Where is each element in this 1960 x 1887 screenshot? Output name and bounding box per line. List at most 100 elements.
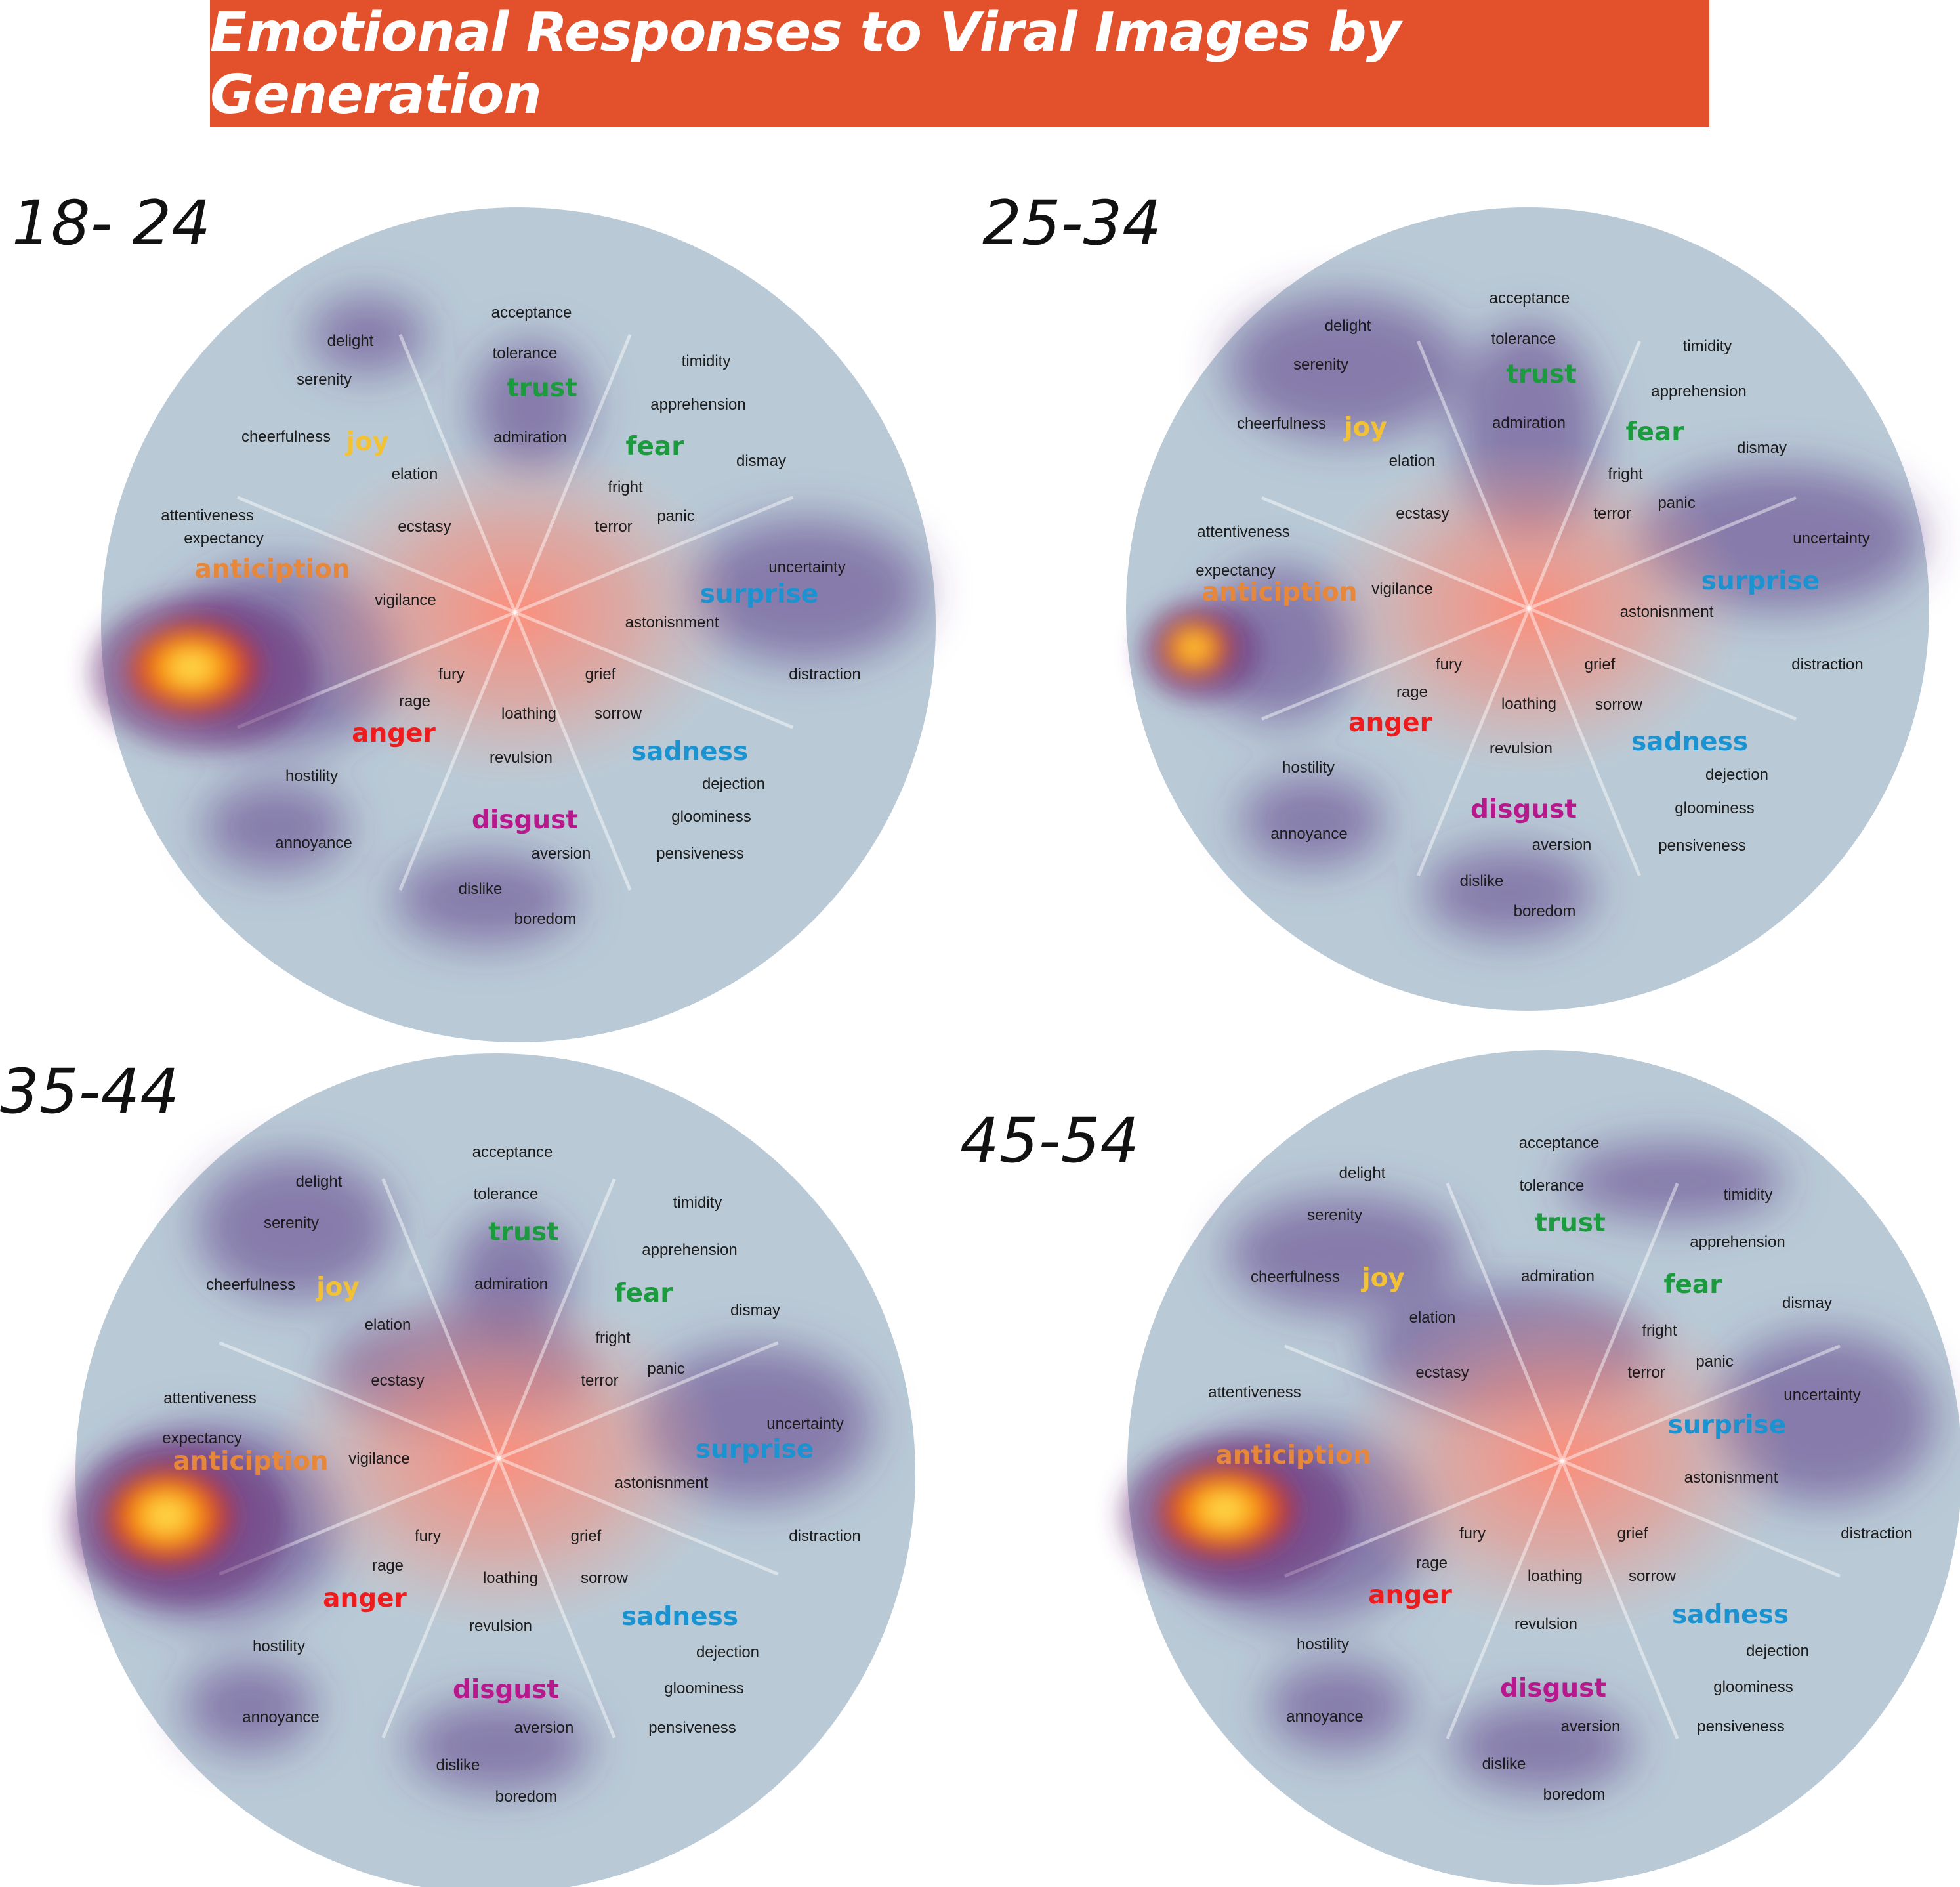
emotion-label-anger: anger [323, 1584, 407, 1613]
term-label: tolerance [474, 1185, 539, 1203]
term-label: hostility [1282, 759, 1335, 776]
term-label: rage [399, 692, 430, 710]
wheel-spoke [497, 1458, 616, 1739]
term-label: panic [657, 507, 694, 525]
chart-title: Emotional Responses to Viral Images by G… [210, 1, 1401, 126]
heat-blob [1450, 1700, 1634, 1792]
emotion-label-sadness: sadness [1672, 1600, 1789, 1630]
emotion-label-surprise: surprise [700, 580, 818, 609]
wheel-spoke [498, 1341, 779, 1460]
term-label: boredom [514, 910, 577, 928]
term-label: tolerance [493, 345, 558, 362]
term-label: elation [1409, 1309, 1456, 1326]
term-label: panic [647, 1360, 684, 1378]
emotion-wheel-panel: 25-34 trust fear surprise sadness disgust ange… [982, 188, 1929, 1011]
term-label: dejection [702, 775, 765, 793]
term-label: revulsion [1514, 1615, 1577, 1633]
term-label: ecstasy [398, 518, 451, 536]
term-label: sorrow [1629, 1567, 1677, 1585]
term-label: aversion [1561, 1718, 1621, 1735]
term-label: dejection [1705, 766, 1768, 784]
emotion-label-disgust: disgust [472, 805, 578, 835]
wheel-spoke [1527, 340, 1641, 609]
term-label: cheerfulness [241, 428, 331, 446]
term-label: revulsion [490, 749, 553, 767]
emotion-label-surprise: surprise [1701, 566, 1820, 596]
term-label: pensiveness [656, 845, 743, 862]
emotion-label-fear: fear [1626, 417, 1685, 447]
wheel-spoke [398, 333, 517, 613]
term-label: serenity [297, 371, 352, 389]
emotion-label-disgust: disgust [453, 1675, 559, 1705]
term-label: attentiveness [1208, 1384, 1301, 1401]
term-label: attentiveness [161, 507, 253, 524]
wheel-spoke [1527, 608, 1641, 877]
term-label: grief [585, 666, 616, 683]
emotion-label-fear: fear [615, 1279, 674, 1308]
hotspot [105, 1465, 252, 1578]
term-label: fright [595, 1329, 631, 1347]
emotion-label-anticipation: anticiption [173, 1447, 328, 1476]
term-label: dismay [1782, 1294, 1832, 1312]
term-label: fury [1436, 656, 1462, 673]
age-group-label: 35-44 [0, 1056, 179, 1128]
term-label: gloominess [671, 808, 751, 826]
term-label: astonisnment [625, 614, 719, 631]
term-label: dislike [1460, 872, 1504, 890]
term-label: loathing [483, 1569, 538, 1587]
emotion-label-joy: joy [1360, 1263, 1405, 1293]
term-label: dejection [696, 1643, 759, 1661]
term-label: rage [1416, 1554, 1448, 1572]
emotion-wheel-panel: 18- 24 trust fear surprise sadness disgust ang… [12, 188, 936, 1042]
term-label: dismay [1737, 439, 1787, 457]
term-label: admiration [1492, 414, 1566, 432]
term-label: revulsion [469, 1617, 532, 1635]
term-label: timidity [1683, 337, 1732, 355]
wheel-spoke [1562, 1344, 1841, 1463]
heat-blob [1240, 774, 1385, 866]
heat-blob [394, 853, 577, 945]
emotion-label-sadness: sadness [1631, 727, 1748, 757]
term-label: dislike [1482, 1755, 1526, 1773]
term-label: distraction [789, 1527, 860, 1545]
emotion-wheel-panel: 35-44 trust fear surprise sadness disgust ange… [0, 1053, 915, 1887]
term-label: serenity [1307, 1206, 1362, 1224]
term-label: apprehension [650, 396, 745, 413]
term-label: annoyance [1270, 825, 1347, 843]
term-label: grief [571, 1527, 602, 1545]
term-label: vigilance [1371, 580, 1432, 598]
hotspot [128, 620, 279, 725]
emotion-label-anticipation: anticiption [1201, 578, 1357, 607]
wheel-spoke [514, 496, 794, 614]
age-group-label: 25-34 [982, 188, 1161, 259]
emotion-label-anger: anger [352, 719, 436, 748]
age-group-label: 45-54 [960, 1105, 1139, 1177]
term-label: acceptance [1519, 1134, 1600, 1152]
term-label: loathing [1501, 695, 1556, 713]
term-label: dislike [436, 1756, 480, 1774]
emotion-label-disgust: disgust [1470, 795, 1577, 824]
term-label: gloominess [1675, 799, 1754, 817]
term-label: uncertainty [1793, 530, 1869, 547]
term-label: elation [1389, 452, 1436, 470]
term-label: uncertainty [1783, 1386, 1860, 1404]
center-glow [1333, 1285, 1792, 1637]
term-label: fright [1608, 465, 1643, 483]
term-label: acceptance [472, 1143, 553, 1161]
term-label: timidity [673, 1194, 722, 1212]
emotion-label-sadness: sadness [621, 1602, 738, 1632]
emotion-label-anger: anger [1348, 708, 1432, 738]
term-label: boredom [1543, 1786, 1606, 1804]
term-label: tolerance [1491, 330, 1556, 348]
term-label: tolerance [1520, 1177, 1585, 1195]
term-label: terror [1627, 1364, 1665, 1382]
term-label: dejection [1746, 1642, 1809, 1660]
term-label: distraction [789, 666, 860, 683]
term-label: fright [1642, 1322, 1677, 1340]
emotion-label-surprise: surprise [696, 1435, 814, 1464]
emotion-label-disgust: disgust [1500, 1674, 1606, 1703]
term-label: rage [1396, 683, 1428, 701]
age-group-label: 18- 24 [12, 188, 211, 259]
emotion-label-sadness: sadness [631, 737, 748, 767]
wheel-spoke [1261, 496, 1530, 610]
